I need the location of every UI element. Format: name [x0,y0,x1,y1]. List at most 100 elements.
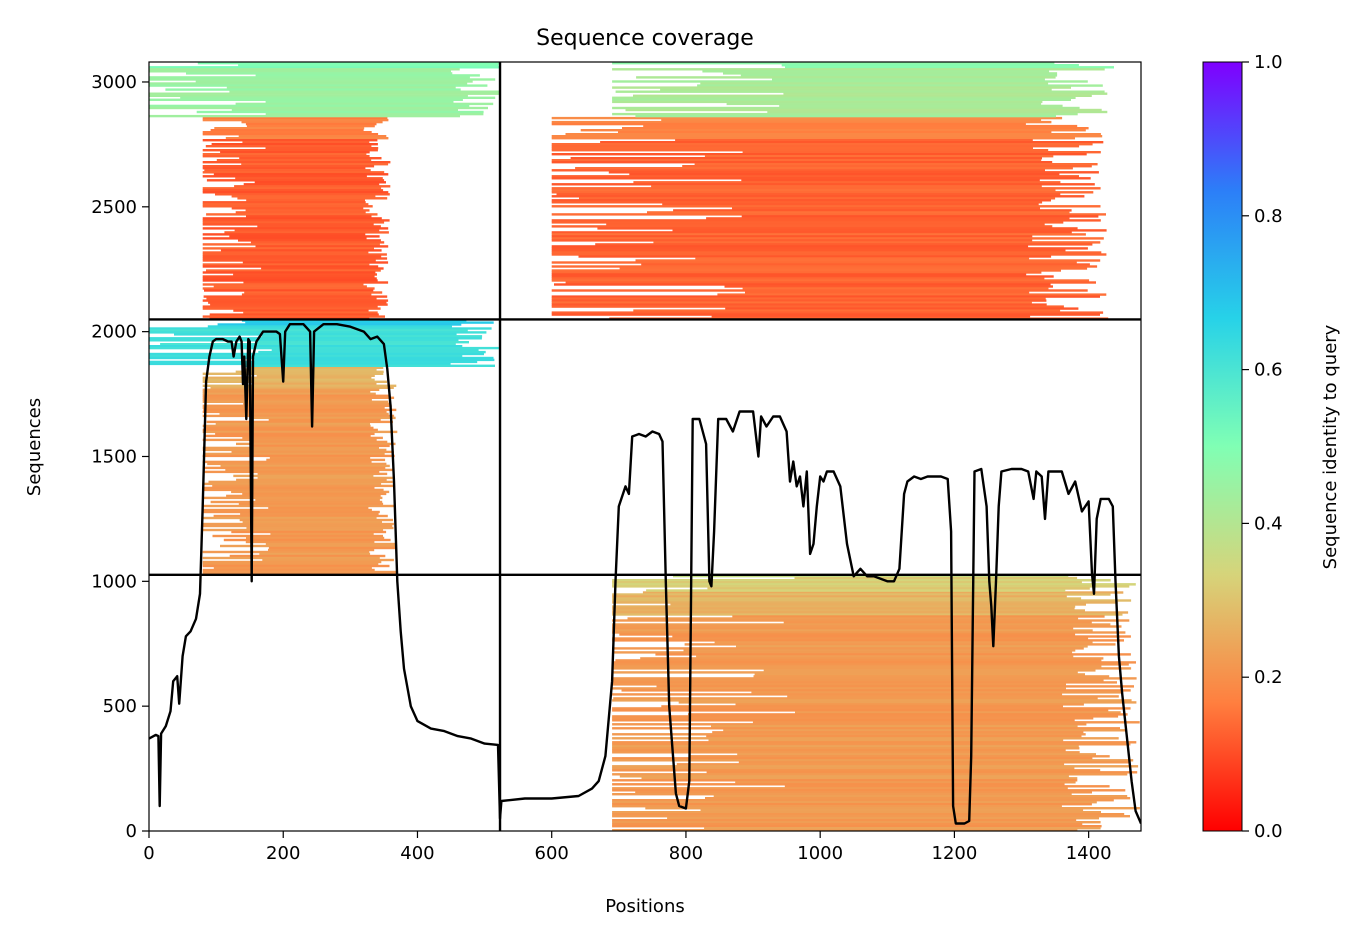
heatmap-row [149,98,463,101]
heatmap-row [202,372,384,375]
heatmap-row [215,432,375,436]
y-tick-label: 1000 [91,571,137,592]
heatmap-row [551,231,1072,234]
heatmap-row [612,717,1094,720]
heatmap-row [262,558,394,562]
heatmap-row [205,145,372,148]
y-tick-label: 500 [103,696,137,717]
heatmap-row [741,179,1040,182]
heatmap-row [612,651,1073,654]
heatmap-row [202,510,380,514]
heatmap-row [248,366,384,369]
heatmap-row [259,552,371,556]
heatmap-row [612,605,1076,608]
heatmap-row [612,743,1131,746]
heatmap-row [612,793,1072,796]
heatmap-row [551,143,1093,146]
heatmap-row [551,297,1046,300]
heatmap-row [675,139,1033,142]
heatmap-row [220,544,396,548]
heatmap-row [711,725,1078,728]
heatmap-row [233,474,374,478]
heatmap-row [202,448,387,452]
heatmap-row [243,402,390,405]
x-axis: 0 200 400 600 800 1000 1200 1400 [143,831,1112,864]
colorbar: 0.0 0.2 0.4 0.6 0.8 1.0 Sequence identity to … [1202,52,1341,842]
heatmap-row [612,62,1055,65]
heatmap-row [741,215,1099,218]
heatmap-row [202,257,388,260]
heatmap-row [713,795,1128,798]
heatmap-row [149,346,499,350]
heatmap-row [612,783,1065,786]
heatmap-row [246,124,375,128]
heatmap-row [202,287,375,290]
heatmap-row [612,811,1101,814]
heatmap-row [612,593,1111,596]
heatmap-row [233,273,377,276]
heatmap-row [253,382,377,385]
heatmap-row [149,92,500,95]
heatmap-row [627,617,1079,620]
heatmap-row [186,72,453,75]
heatmap-row [551,147,1033,150]
heatmap-row [202,550,370,554]
heatmap-row [209,313,379,316]
heatmap-row [242,141,370,144]
heatmap-row [149,66,500,69]
heatmap-row [673,209,1072,212]
heatmap-row [785,66,1114,69]
heatmap-row [206,213,378,216]
heatmap-row [660,88,1052,91]
heatmap-row [551,199,1051,202]
heatmap-row [149,339,459,342]
heatmap-layer [149,62,1140,831]
heatmap-row [213,566,372,570]
coverage-line [149,323,1141,825]
heatmap-row [257,476,393,480]
heatmap-row [238,135,387,138]
heatmap-row [165,88,461,91]
colorbar-tick-label: 0.0 [1254,821,1283,842]
heatmap-row [551,247,1088,250]
heatmap-row [612,823,1083,826]
heatmap-row [655,653,1131,656]
heatmap-row [197,62,501,65]
y-tick-label: 0 [126,821,137,842]
heatmap-row [236,478,387,482]
heatmap-row [794,576,1078,580]
heatmap-row [551,249,1066,252]
heatmap-row [619,775,1069,778]
heatmap-row [203,408,397,412]
coverage-line-layer [149,323,1141,825]
heatmap-row [754,673,1085,676]
x-tick-label: 200 [266,843,300,864]
heatmap-row [206,297,377,300]
heatmap-row [149,68,460,71]
heatmap-row [612,68,1105,71]
heatmap-row [239,518,393,522]
heatmap-row [612,715,1119,718]
heatmap-row [231,490,390,494]
heatmap-row [612,687,1066,690]
heatmap-row [202,496,383,500]
y-axis-label: Sequences [24,398,45,496]
heatmap-row [551,313,1100,316]
heatmap-row [202,562,379,566]
heatmap-row [612,96,1076,99]
heatmap-row [244,364,495,367]
heatmap-row [250,241,385,244]
heatmap-row [243,183,380,186]
heatmap-row [612,773,1128,776]
heatmap-row [245,209,370,212]
heatmap-row [578,255,1052,258]
heatmap-row [672,229,1107,232]
heatmap-row [551,237,1104,240]
heatmap-row [254,358,495,362]
heatmap-row [735,703,1084,706]
heatmap-row [202,378,375,381]
heatmap-row [238,239,381,242]
heatmap-row [684,643,1116,646]
heatmap-row [619,633,1076,636]
heatmap-row [149,76,470,79]
